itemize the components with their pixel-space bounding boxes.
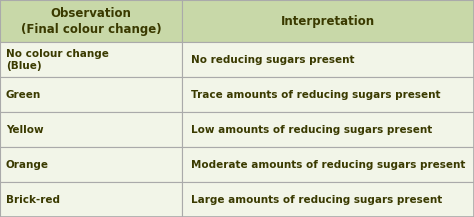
Bar <box>0 42 182 77</box>
Bar <box>182 112 474 147</box>
Bar <box>0 182 182 217</box>
Text: No reducing sugars present: No reducing sugars present <box>191 55 355 65</box>
Bar <box>0 0 182 42</box>
Text: Interpretation: Interpretation <box>281 15 375 28</box>
Text: No colour change
(Blue): No colour change (Blue) <box>6 49 109 71</box>
Text: Brick-red: Brick-red <box>6 194 60 205</box>
Text: Large amounts of reducing sugars present: Large amounts of reducing sugars present <box>191 194 442 205</box>
Bar <box>0 112 182 147</box>
Text: Yellow: Yellow <box>6 125 43 135</box>
Text: Moderate amounts of reducing sugars present: Moderate amounts of reducing sugars pres… <box>191 159 465 170</box>
Text: Green: Green <box>6 90 41 100</box>
Text: Low amounts of reducing sugars present: Low amounts of reducing sugars present <box>191 125 432 135</box>
Bar <box>182 182 474 217</box>
Text: Observation
(Final colour change): Observation (Final colour change) <box>21 7 162 36</box>
Bar <box>182 147 474 182</box>
Bar <box>182 42 474 77</box>
Bar <box>182 77 474 112</box>
Text: Orange: Orange <box>6 159 49 170</box>
Bar <box>0 77 182 112</box>
Bar <box>182 0 474 42</box>
Bar <box>0 147 182 182</box>
Text: Trace amounts of reducing sugars present: Trace amounts of reducing sugars present <box>191 90 440 100</box>
